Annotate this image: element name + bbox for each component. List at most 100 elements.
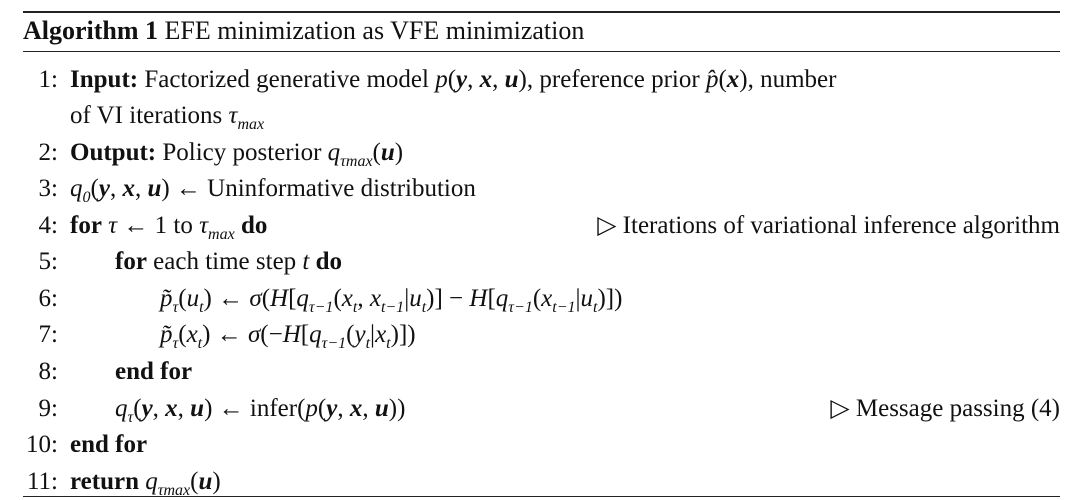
algorithm-line: 1: Input: Factorized generative model p(y… bbox=[0, 62, 1060, 98]
line-token: σ bbox=[249, 285, 262, 312]
line-token: , bbox=[362, 395, 375, 422]
algorithm-line: 3: q0(y, x, u) ← Uninformative distributi… bbox=[0, 171, 1060, 207]
line-token: τ bbox=[127, 409, 134, 426]
top-rule bbox=[23, 11, 1060, 13]
line-content: of VI iterations τmax bbox=[70, 98, 264, 134]
algorithm-line: 8: end for bbox=[0, 354, 1060, 390]
line-token: ( bbox=[447, 66, 457, 93]
line-token: [ bbox=[487, 285, 496, 312]
line-token: Policy posterior bbox=[156, 139, 328, 166]
line-token: end for bbox=[70, 431, 148, 458]
line-token: u bbox=[147, 175, 162, 202]
line-token: u bbox=[380, 139, 395, 166]
algorithm-line: 11: return qτmax(u) bbox=[0, 464, 1060, 500]
line-token: of VI iterations bbox=[70, 102, 229, 129]
line-token: p̂ bbox=[705, 66, 719, 93]
line-content: end for bbox=[70, 427, 147, 463]
line-token: )] − bbox=[426, 285, 470, 312]
line-token: τ−1 bbox=[508, 299, 533, 316]
line-token: τ bbox=[199, 212, 209, 239]
line-content: for each time step t do bbox=[115, 244, 342, 280]
line-token: x bbox=[186, 321, 198, 348]
line-number: 2: bbox=[38, 139, 58, 166]
line-token: q bbox=[70, 175, 83, 202]
line-token: p bbox=[305, 395, 318, 422]
algorithm-title: Algorithm 1 EFE minimization as VFE mini… bbox=[23, 13, 584, 49]
algorithm-line: 4: for τ ← 1 to τmax do ▷ Iterations of va… bbox=[0, 208, 1060, 244]
line-token: ) ← bbox=[202, 321, 248, 348]
line-token: ), preference prior bbox=[518, 66, 706, 93]
line-token: t bbox=[302, 248, 310, 275]
line-token: x bbox=[122, 175, 135, 202]
line-token: ( bbox=[317, 395, 327, 422]
line-token: q bbox=[309, 321, 322, 348]
line-token: u bbox=[409, 285, 422, 312]
line-number: 11: bbox=[26, 468, 58, 495]
line-token: , bbox=[109, 175, 123, 202]
algorithm-line: 9: qτ(y, x, u) ← infer(p(y, x, u)) ▷ Messa… bbox=[0, 391, 1060, 427]
algorithm-line: 10: end for bbox=[0, 427, 1060, 463]
line-token: u bbox=[374, 395, 389, 422]
line-token: [ bbox=[288, 285, 297, 312]
line-content: Output: Policy posterior qτmax(u) bbox=[70, 135, 403, 171]
line-token: ( bbox=[190, 468, 199, 495]
line-token: x bbox=[726, 66, 740, 93]
algorithm-line: 7: p̃τ(xt) ← σ(−H[qτ−1(yt|xt)]) bbox=[0, 317, 1060, 353]
line-content: end for bbox=[115, 354, 192, 390]
line-token: x bbox=[479, 66, 493, 93]
line-token: y bbox=[456, 66, 468, 93]
line-token: , bbox=[152, 395, 166, 422]
line-token: τ bbox=[228, 102, 238, 129]
line-token: t bbox=[197, 335, 203, 352]
line-token: ( bbox=[133, 395, 142, 422]
line-token: Input: bbox=[70, 66, 139, 93]
line-token: , bbox=[177, 395, 191, 422]
line-token: σ bbox=[247, 321, 261, 348]
line-token: ( bbox=[372, 139, 381, 166]
line-comment: ▷ Iterations of variational inference al… bbox=[597, 212, 1060, 239]
line-token: max bbox=[208, 226, 235, 243]
line-token: y bbox=[141, 395, 153, 422]
line-token: , bbox=[467, 66, 480, 93]
line-token: u bbox=[198, 468, 213, 495]
line-token: x bbox=[541, 285, 553, 312]
line-token: q bbox=[115, 395, 128, 422]
line-token: t−1 bbox=[552, 299, 576, 316]
line-token: for bbox=[70, 212, 102, 239]
line-token: end for bbox=[115, 358, 193, 385]
line-token: y bbox=[326, 395, 338, 422]
line-token: return bbox=[70, 468, 139, 495]
line-token: Output: bbox=[70, 139, 157, 166]
bottom-rule bbox=[23, 496, 1060, 497]
line-token: ) ← infer( bbox=[204, 395, 306, 422]
line-token: 0 bbox=[82, 189, 91, 206]
line-content: p̃τ(ut) ← σ(H[qτ−1(xt, xt−1|ut)] − H[qτ−… bbox=[160, 281, 622, 317]
line-token: p bbox=[435, 66, 448, 93]
line-content: q0(y, x, u) ← Uninformative distribution bbox=[70, 171, 476, 207]
line-token: τ bbox=[172, 299, 179, 316]
line-token: ← 1 to bbox=[117, 212, 200, 239]
line-token: t bbox=[365, 335, 371, 352]
line-token: | bbox=[370, 321, 376, 348]
line-token: ( bbox=[261, 285, 271, 312]
line-token: x bbox=[375, 321, 387, 348]
line-token: τ−1 bbox=[321, 335, 347, 352]
line-token: ) ← Uninformative distribution bbox=[161, 175, 476, 202]
line-token: ( bbox=[333, 285, 342, 312]
line-token: p̃ bbox=[160, 321, 173, 348]
line-token: )]) bbox=[597, 285, 623, 312]
line-token: t bbox=[593, 299, 598, 316]
line-token: [ bbox=[300, 321, 310, 348]
line-token: H bbox=[270, 285, 289, 312]
line-number: 7: bbox=[38, 321, 58, 348]
line-token: τmax bbox=[340, 153, 373, 170]
line-number: 3: bbox=[38, 175, 58, 202]
line-token: ) bbox=[212, 468, 221, 495]
line-token: for bbox=[115, 248, 147, 275]
line-number: 10: bbox=[26, 431, 58, 458]
line-token: H bbox=[282, 321, 301, 348]
line-token: q bbox=[296, 285, 309, 312]
algorithm-line: 5: for each time step t do bbox=[0, 244, 1060, 280]
line-number: 6: bbox=[38, 285, 58, 312]
line-token: )) bbox=[388, 395, 406, 422]
